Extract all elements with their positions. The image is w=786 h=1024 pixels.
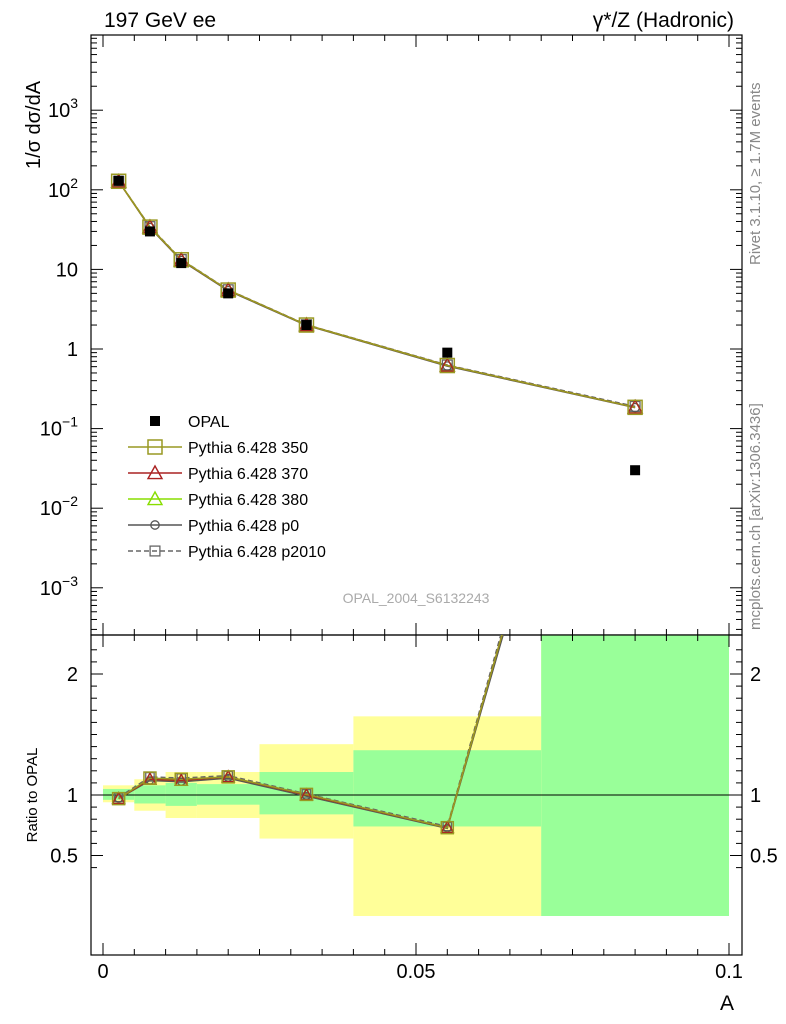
legend-marker [150,416,160,426]
legend-marker [150,520,160,530]
main-y-tick-label: 1 [67,339,78,361]
series-line [118,181,636,409]
legend-item: Pythia 6.428 350 [128,439,308,457]
ratio-data-point [111,791,126,805]
ratio-series-line [118,635,503,829]
uncertainty-band-green [165,782,197,806]
data-point [298,317,315,333]
ratio-data-point [174,772,188,787]
uncertainty-band-green [541,635,729,917]
x-axis-label: A [720,992,734,1015]
header-left: 197 GeV ee [104,9,216,32]
ratio-data-point [143,771,157,785]
ratio-y-tick-label: 2 [67,664,78,686]
series-line [118,181,636,409]
rivet-label: Rivet 3.1.10, ≥ 1.7M events [747,83,764,266]
ratio-data-point [111,791,126,806]
legend-label: OPAL [188,414,230,431]
legend-item: OPAL [150,414,230,431]
opal-data-point [144,226,155,237]
ratio-y-tick-label: 1 [67,785,78,807]
uncertainty-band-green [134,785,166,804]
uncertainty-band-green [196,784,260,805]
opal-data-point [113,175,124,186]
data-point [439,357,456,374]
main-y-tick-label: 103 [48,95,78,122]
main-panel: 10−3 10−2 10−1 1 10 102 103 [40,34,743,636]
ratio-data-point [221,769,236,783]
ratio-data-point [221,770,235,784]
main-y-tick-label: 10 [56,259,78,281]
legend: OPAL Pythia 6.428 350 Pythia 6.428 370 Pyth… [128,414,326,561]
opal-data-point [301,320,312,331]
ratio-series [111,635,504,835]
ratio-y-tick-label: 0.5 [50,846,78,868]
legend-item: Pythia 6.428 370 [128,464,308,483]
legend-label: Pythia 6.428 380 [188,492,308,509]
series-line [118,180,636,408]
opal-data-point [223,288,234,299]
opal-data-point [442,347,453,358]
main-y-tick-label: 10−2 [40,493,78,520]
ratio-data-point [440,820,455,834]
main-y-tick-label: 10−3 [40,573,78,600]
analysis-id: OPAL_2004_S6132243 [343,590,490,606]
x-tick-label: 0.1 [715,961,743,983]
mcplots-label: mcplots.cern.ch [arXiv:1306.3436] [747,403,764,630]
series-line [118,180,636,409]
legend-label: Pythia 6.428 p2010 [188,544,326,561]
legend-label: Pythia 6.428 p0 [188,518,299,535]
ratio-data-point [299,787,314,802]
ratio-y-axis-label: Ratio to OPAL [24,748,41,843]
legend-item: Pythia 6.428 380 [128,490,308,509]
main-series [110,173,644,476]
legend-marker [147,439,163,455]
ratio-data-point [440,820,455,835]
ratio-y-tick-label-right: 0.5 [750,846,778,868]
x-tick-label: 0.05 [397,961,436,983]
ratio-y-tick-label-right: 1 [750,785,761,807]
main-y-tick-label: 102 [48,175,78,202]
legend-marker [146,490,164,506]
opal-data-point [630,465,641,476]
main-y-axis-label: 1/σ dσ/dA [23,80,45,169]
data-point [110,173,127,190]
main-y-tick-label: 10−1 [40,414,78,441]
legend-label: Pythia 6.428 370 [188,466,308,483]
data-point [626,398,644,414]
data-point [627,399,643,416]
legend-marker [149,545,161,557]
legend-label: Pythia 6.428 350 [188,440,308,457]
data-point [439,357,456,372]
legend-marker [146,464,164,480]
opal-data-point [176,258,187,269]
uncertainty-band-green [353,750,542,827]
x-tick-label: 0 [97,961,108,983]
header-right: γ*/Z (Hadronic) [593,9,734,32]
legend-item: Pythia 6.428 p2010 [128,544,326,561]
legend-item: Pythia 6.428 p0 [128,518,299,535]
series-line [118,181,636,409]
ratio-y-tick-label-right: 2 [750,664,761,686]
ratio-panel: 0 0.05 0.1 0.5 0.5 1 1 2 2 [50,634,778,983]
